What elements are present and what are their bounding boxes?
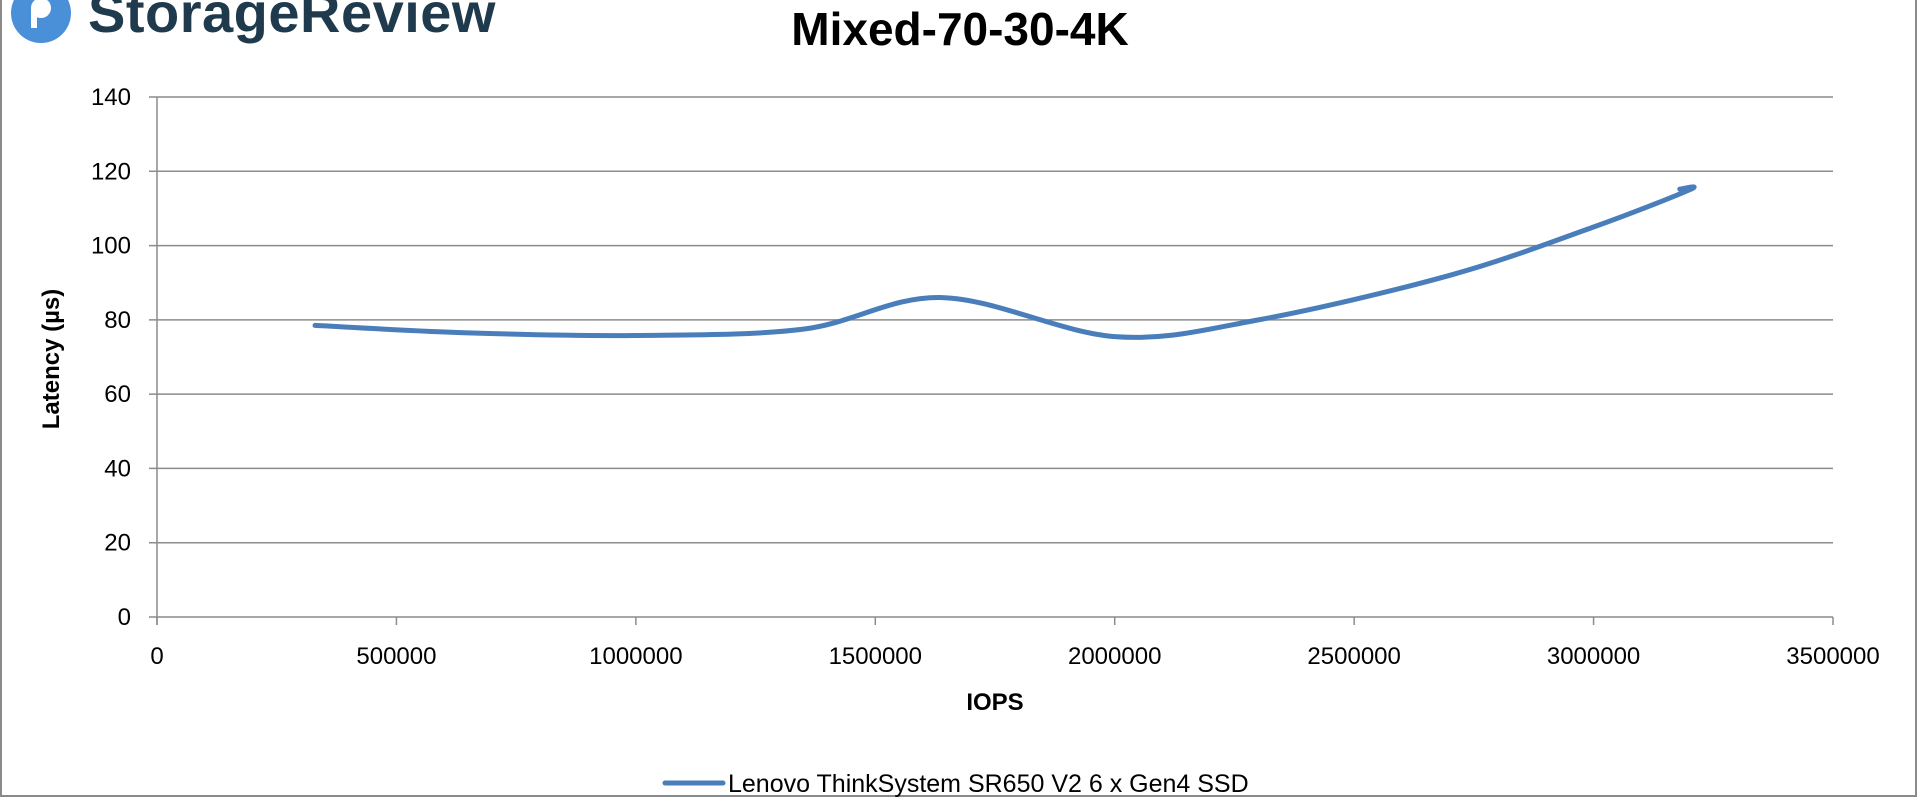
series-line [312,184,1697,340]
x-tick-label: 2500000 [1307,643,1400,670]
brand-name: StorageReview [88,0,496,44]
axes [149,97,1834,625]
y-tick-label: 140 [91,84,131,111]
y-tick-labels: 0 20 40 60 80 100 120 140 [91,84,131,631]
brand-mark-icon [11,0,71,43]
y-tick-label: 40 [104,455,131,482]
series [312,184,1697,340]
y-axis-label: Latency (µs) [38,289,65,430]
x-tick-label: 3500000 [1786,643,1879,670]
x-tick-label: 3000000 [1547,643,1640,670]
x-axis-label: IOPS [966,689,1023,716]
x-tick-label: 0 [150,643,163,670]
legend-entry: Lenovo ThinkSystem SR650 V2 6 x Gen4 SSD [728,770,1249,798]
legend: Lenovo ThinkSystem SR650 V2 6 x Gen4 SSD [662,770,1249,798]
y-tick-label: 80 [104,307,131,334]
x-tick-label: 500000 [356,643,436,670]
gridlines [149,96,1833,544]
x-tick-label: 1500000 [829,643,922,670]
y-tick-label: 0 [118,604,131,631]
x-tick-label: 1000000 [589,643,682,670]
y-tick-label: 20 [104,530,131,557]
x-tick-labels: 0 500000 1000000 1500000 2000000 2500000 30000… [150,643,1879,670]
y-tick-label: 60 [104,381,131,408]
brand-logo: StorageReview [8,0,496,48]
x-tick-label: 2000000 [1068,643,1161,670]
y-tick-label: 100 [91,233,131,260]
chart-title: Mixed-70-30-4K [791,3,1129,55]
y-tick-label: 120 [91,158,131,185]
